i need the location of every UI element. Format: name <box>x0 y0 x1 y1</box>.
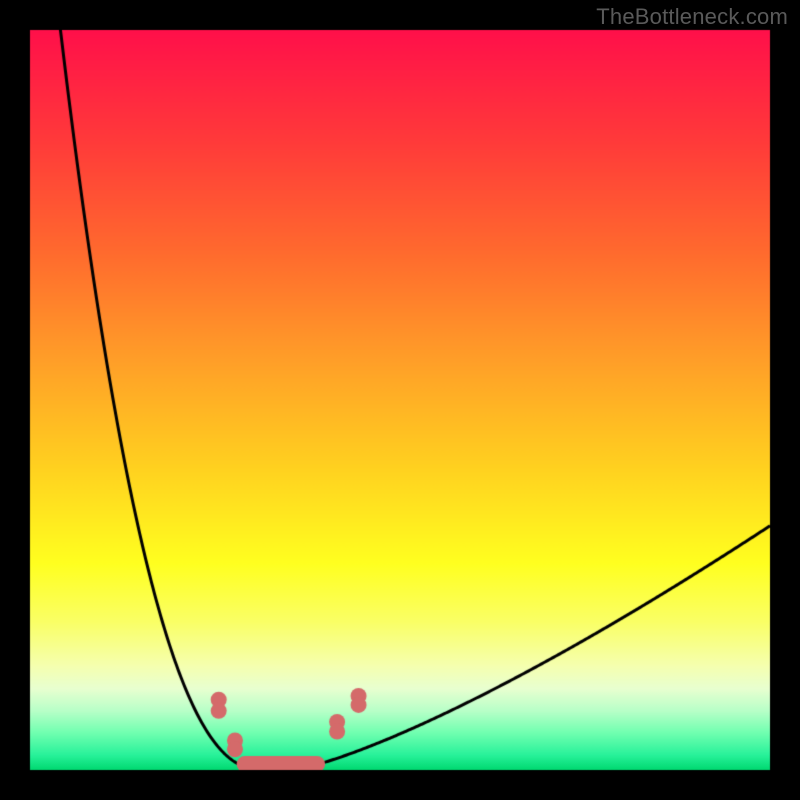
bottleneck-chart <box>0 0 800 800</box>
